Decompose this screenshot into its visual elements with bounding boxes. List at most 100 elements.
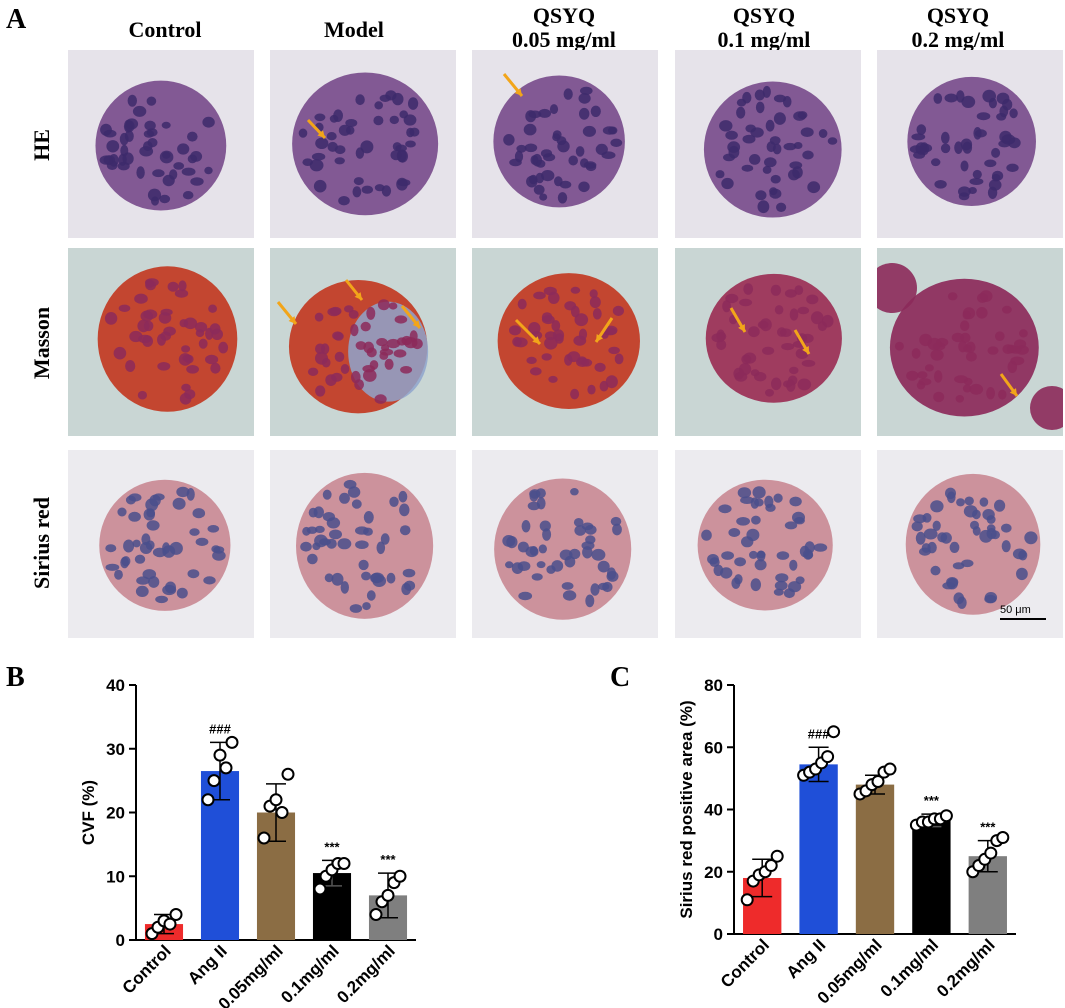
micrograph-masson-4 <box>877 248 1063 436</box>
y-tick-label: 60 <box>704 738 723 757</box>
significance-label: *** <box>324 839 340 854</box>
data-point <box>821 750 835 764</box>
data-point <box>381 888 395 902</box>
scale-bar: 50 μm <box>1000 604 1046 620</box>
micrograph-he-3 <box>675 50 861 238</box>
bar <box>855 784 895 934</box>
y-tick-label: 0 <box>116 931 125 950</box>
micrograph-he-0 <box>68 50 254 238</box>
data-point <box>257 831 271 845</box>
data-point <box>369 908 383 921</box>
data-point <box>275 806 289 819</box>
column-header-control: Control <box>70 18 260 42</box>
column-header-line1: QSYQ <box>732 3 796 28</box>
micrograph-he-1 <box>270 50 456 238</box>
bar <box>799 764 838 934</box>
annotation-arrow-head <box>514 88 522 96</box>
bar <box>912 820 951 934</box>
panel-b-letter: B <box>6 662 25 693</box>
row-label-sirius-red: Sirius red <box>29 497 54 589</box>
y-tick-label: 30 <box>106 740 125 759</box>
row-label-he: HE <box>29 129 54 161</box>
micrograph-he-2 <box>472 50 658 238</box>
category-label: 0.2mg/ml <box>933 935 999 1001</box>
data-point <box>871 774 885 788</box>
data-point <box>313 882 327 896</box>
column-header-line2: 0.05 mg/ml <box>512 27 616 52</box>
annotation-arrow-head <box>354 292 362 300</box>
data-point <box>827 725 841 739</box>
column-header-model: Model <box>259 18 449 42</box>
micrograph-masson-3 <box>675 248 861 436</box>
micrograph-masson-1 <box>270 248 456 436</box>
data-point <box>225 735 239 749</box>
y-axis-label: Sirius red positive area (%) <box>677 700 696 918</box>
data-point <box>740 893 754 907</box>
data-point <box>984 846 998 860</box>
data-point <box>163 917 177 931</box>
annotation-arrow-head <box>738 324 745 332</box>
micrograph-he-4 <box>877 50 1063 238</box>
column-header-line2: 0.2 mg/ml <box>911 27 1005 52</box>
micrograph-sirius-4 <box>877 450 1063 638</box>
data-point <box>201 793 215 807</box>
data-point <box>219 761 233 775</box>
panel-c-letter: C <box>610 662 631 693</box>
y-tick-label: 40 <box>704 801 723 820</box>
y-tick-label: 80 <box>704 676 723 695</box>
column-header-line1: QSYQ <box>532 3 596 28</box>
data-point <box>213 748 227 762</box>
column-header-qsyq-005: QSYQ 0.05 mg/ml <box>469 4 659 52</box>
data-point <box>996 831 1010 845</box>
micrograph-sirius-0 <box>68 450 254 638</box>
scale-bar-line <box>1000 618 1046 620</box>
y-tick-label: 20 <box>106 804 125 823</box>
micrograph-masson-2 <box>472 248 658 436</box>
significance-label: *** <box>380 852 396 867</box>
chart-cvf: 0 10 20 30 40 CVF (%) Control ### Ang II 0.05mg/m… <box>60 670 440 1008</box>
data-point <box>770 849 784 863</box>
data-point <box>883 762 897 776</box>
y-tick-label: 0 <box>714 925 723 944</box>
significance-label: ### <box>209 721 231 736</box>
data-point <box>269 793 283 807</box>
data-point <box>169 908 183 921</box>
y-tick-label: 20 <box>704 863 723 882</box>
micrograph-sirius-1 <box>270 450 456 638</box>
micrograph-sirius-2 <box>472 450 658 638</box>
column-header-line2: 0.1 mg/ml <box>717 27 811 52</box>
micrograph-masson-0 <box>68 248 254 436</box>
y-tick-label: 40 <box>106 676 125 695</box>
row-label-masson: Masson <box>29 306 54 380</box>
column-header-qsyq-02: QSYQ 0.2 mg/ml <box>863 4 1053 52</box>
category-label: 0.2mg/ml <box>333 941 399 1007</box>
micrograph-sirius-3 <box>675 450 861 638</box>
annotation-arrow-head <box>532 336 540 344</box>
annotation-arrow-head <box>288 316 296 324</box>
annotation-arrow-head <box>596 334 604 342</box>
category-label: 0.1mg/ml <box>877 935 943 1001</box>
data-point <box>281 767 295 781</box>
category-label: Ang II <box>184 941 231 988</box>
category-label: Control <box>119 941 175 997</box>
column-header-qsyq-01: QSYQ 0.1 mg/ml <box>669 4 859 52</box>
panel-a-letter: A <box>6 4 27 35</box>
chart-sirius-red-area-svg: 0 20 40 60 80 Sirius red positive area (%) Con… <box>677 676 1016 1008</box>
category-label: Control <box>717 935 773 991</box>
significance-label: ### <box>808 726 830 741</box>
significance-label: *** <box>980 820 996 835</box>
data-point <box>393 869 407 883</box>
annotation-arrow-head <box>317 130 325 138</box>
annotation-arrow-head <box>802 346 809 354</box>
annotation-arrow-head <box>412 320 420 328</box>
category-label: 0.1mg/ml <box>277 941 343 1007</box>
data-point <box>337 857 351 870</box>
scale-bar-label: 50 μm <box>1000 604 1031 616</box>
category-label: Ang II <box>783 935 830 982</box>
data-point <box>764 859 778 873</box>
annotation-arrow-head <box>1009 388 1017 396</box>
significance-label: *** <box>924 793 940 808</box>
y-axis-label: CVF (%) <box>79 780 98 845</box>
column-header-line1: Control <box>128 17 202 42</box>
